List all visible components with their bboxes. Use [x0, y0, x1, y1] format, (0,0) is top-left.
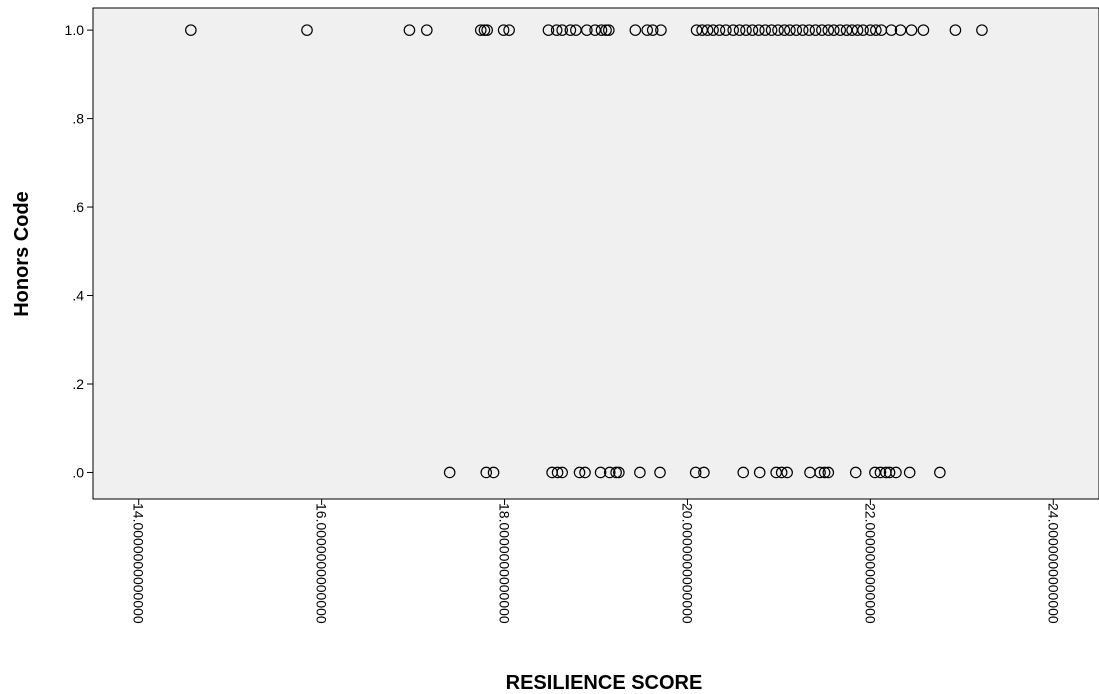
data-point-0-17: [600, 24, 612, 36]
data-point-0-7: [497, 24, 510, 36]
data-point-0-28: [720, 24, 732, 36]
data-point-0-25: [701, 24, 714, 36]
data-point-0-12: [564, 24, 577, 36]
data-point-0-42: [809, 24, 822, 36]
x-tick-label-2: 18.0000000000000: [497, 503, 513, 624]
data-point-0-19: [629, 24, 642, 36]
data-point-0-16: [595, 24, 608, 36]
data-point-0-34: [759, 24, 771, 36]
y-tick-label-4: .8: [72, 111, 84, 127]
data-point-1-7: [579, 466, 591, 479]
data-point-1-30: [890, 466, 902, 479]
data-point-0-5: [478, 24, 491, 36]
data-point-1-22: [814, 466, 826, 479]
data-point-0-54: [885, 24, 898, 36]
data-point-1-17: [753, 466, 766, 479]
data-point-1-10: [610, 466, 622, 479]
data-point-1-31: [903, 466, 916, 479]
data-point-0-46: [834, 24, 846, 36]
y-tick-label-1: .2: [72, 376, 84, 392]
data-point-0-45: [827, 24, 840, 36]
x-tick-label-1: 16.0000000000000: [314, 503, 330, 624]
data-point-0-0: [185, 24, 197, 36]
data-point-0-9: [542, 24, 555, 36]
x-tick-label-0: 14.0000000000000: [131, 503, 147, 624]
data-point-1-15: [698, 466, 710, 479]
data-point-0-8: [503, 24, 515, 36]
data-point-0-33: [752, 24, 765, 36]
data-point-0-6: [481, 24, 493, 36]
x-tick-label-4: 22.0000000000000: [862, 503, 878, 624]
plot-background: [92, 7, 1099, 500]
data-point-1-8: [594, 466, 607, 479]
data-point-0-27: [713, 24, 726, 36]
data-point-0-49: [851, 24, 864, 36]
data-point-0-44: [822, 24, 835, 36]
y-axis-title: Honors Code: [11, 191, 33, 317]
data-point-0-29: [727, 24, 739, 36]
data-point-0-35: [765, 24, 778, 36]
data-point-0-31: [740, 24, 752, 36]
data-point-0-11: [556, 24, 568, 36]
data-point-0-20: [641, 24, 654, 36]
y-tick-label-3: .6: [72, 199, 84, 215]
data-point-0-58: [949, 24, 962, 36]
data-point-0-1: [301, 24, 313, 36]
data-point-1-6: [573, 466, 586, 479]
data-point-0-32: [746, 24, 759, 36]
data-point-0-52: [870, 24, 882, 36]
y-tick-label-2: .4: [72, 288, 84, 304]
data-point-0-59: [976, 24, 988, 36]
data-point-0-41: [803, 24, 815, 36]
data-point-1-29: [883, 466, 896, 479]
data-point-0-39: [790, 24, 803, 36]
data-point-1-14: [689, 466, 702, 479]
data-point-0-37: [778, 24, 791, 36]
data-point-0-40: [796, 24, 809, 36]
data-point-1-2: [487, 466, 500, 479]
data-point-1-16: [737, 466, 750, 479]
y-tick-label-5: 1.0: [65, 22, 85, 38]
data-point-0-26: [707, 24, 719, 36]
y-axis: .0 .2 .4 .6 .8 1.0: [65, 22, 93, 480]
data-point-1-1: [480, 466, 493, 479]
data-point-1-19: [775, 466, 788, 479]
x-tick-label-5: 24.0000000000000: [1045, 503, 1061, 624]
data-point-1-24: [822, 466, 835, 479]
data-point-0-3: [421, 24, 433, 36]
data-point-1-27: [874, 466, 887, 479]
data-point-1-32: [934, 466, 946, 479]
data-point-1-4: [551, 466, 564, 479]
data-point-0-18: [603, 24, 615, 36]
x-axis: 14.0000000000000 16.0000000000000 18.00000…: [131, 499, 1061, 624]
data-point-0-4: [474, 24, 487, 36]
data-point-0-30: [733, 24, 746, 36]
y-tick-label-0: .0: [72, 464, 84, 480]
data-point-1-0: [443, 466, 456, 479]
data-point-0-56: [905, 24, 918, 36]
data-point-0-2: [403, 24, 416, 36]
data-point-1-20: [781, 466, 793, 479]
x-axis-title: RESILIENCE SCORE: [506, 672, 703, 694]
data-point-1-13: [654, 466, 666, 479]
data-point-1-9: [603, 466, 616, 479]
data-point-1-5: [556, 466, 568, 479]
data-point-0-57: [917, 24, 930, 36]
data-point-0-36: [772, 24, 784, 36]
data-point-0-22: [655, 24, 667, 36]
data-point-0-10: [550, 24, 563, 36]
data-point-1-11: [613, 466, 625, 479]
data-points: [185, 24, 988, 479]
data-point-0-21: [646, 24, 659, 36]
x-tick-label-3: 20.0000000000000: [679, 503, 695, 624]
data-point-1-23: [818, 466, 831, 479]
data-point-0-14: [581, 24, 593, 36]
data-point-0-43: [816, 24, 828, 36]
data-point-0-38: [784, 24, 796, 36]
data-point-1-25: [849, 466, 862, 479]
data-point-0-50: [857, 24, 869, 36]
data-point-1-12: [634, 466, 646, 479]
